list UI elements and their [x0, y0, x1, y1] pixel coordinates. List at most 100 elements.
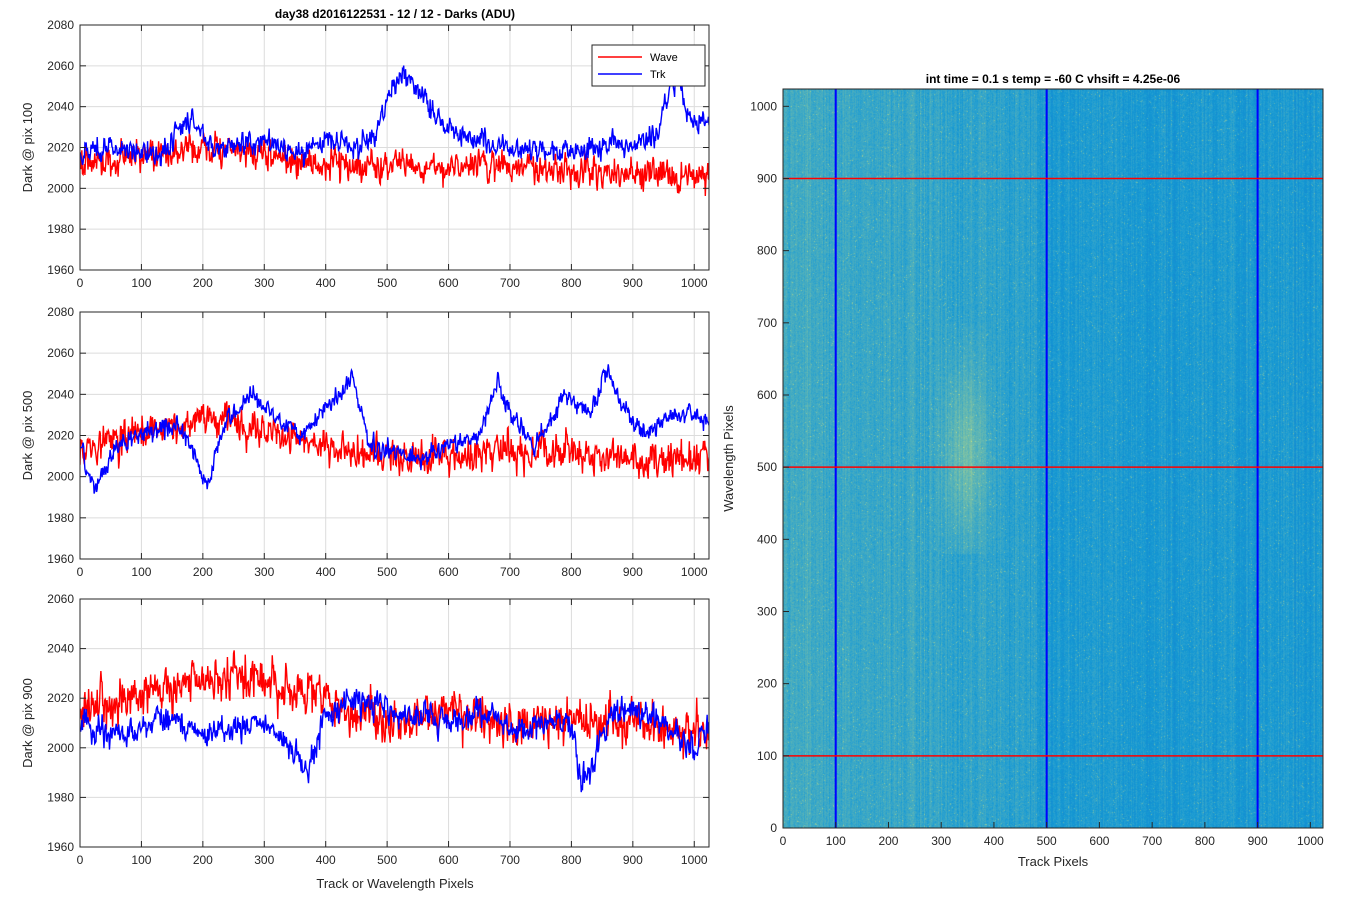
- x-tick-label: 400: [316, 276, 336, 290]
- x-tick-label: 700: [500, 853, 520, 867]
- series-line-trk: [80, 688, 709, 793]
- axes-dark-pix-100: 0 100 200 300 400 500 600 700 800 900 1000 1960 1980…: [20, 18, 710, 290]
- x-tick-label: 500: [1037, 834, 1057, 848]
- x-tick-label: 800: [1195, 834, 1215, 848]
- y-tick-label: 200: [757, 677, 777, 691]
- x-tick-label: 400: [984, 834, 1004, 848]
- y-tick-label: 400: [757, 532, 777, 546]
- axes-box: [79, 598, 710, 848]
- x-tick-label: 1000: [681, 853, 708, 867]
- x-tick-label: 700: [500, 565, 520, 579]
- x-tick-label: 400: [316, 853, 336, 867]
- series-line-wave: [80, 130, 709, 197]
- x-tick-label: 100: [826, 834, 846, 848]
- x-tick-label: 1000: [681, 276, 708, 290]
- y-axis-label: Dark @ pix 900: [20, 678, 35, 768]
- x-tick-label: 800: [561, 276, 581, 290]
- x-tick-label: 900: [623, 853, 643, 867]
- y-tick-label: 1960: [47, 840, 74, 854]
- x-axis-label: Track or Wavelength Pixels: [316, 876, 474, 891]
- series-line-trk: [80, 65, 709, 169]
- y-tick-label: 2020: [47, 691, 74, 705]
- x-tick-label: 200: [193, 565, 213, 579]
- x-tick-label: 800: [561, 565, 581, 579]
- x-tick-label: 200: [193, 276, 213, 290]
- axes-heatmap: int time = 0.1 s temp = -60 C vhsift = 4…: [721, 72, 1324, 869]
- figure-title: day38 d2016122531 - 12 / 12 - Darks (ADU…: [275, 7, 515, 21]
- x-tick-label: 0: [77, 853, 84, 867]
- y-tick-label: 2060: [47, 59, 74, 73]
- x-tick-label: 700: [500, 276, 520, 290]
- y-tick-label: 900: [757, 171, 777, 185]
- y-tick-label: 800: [757, 244, 777, 258]
- x-tick-label: 300: [254, 565, 274, 579]
- y-tick-label: 1980: [47, 511, 74, 525]
- x-tick-label: 700: [1142, 834, 1162, 848]
- x-tick-label: 300: [254, 853, 274, 867]
- x-tick-label: 500: [377, 276, 397, 290]
- heatmap-x-axis-label: Track Pixels: [1018, 854, 1089, 869]
- y-tick-label: 2040: [47, 100, 74, 114]
- y-tick-label: 2040: [47, 387, 74, 401]
- axes-dark-pix-500: 0 100 200 300 400 500 600 700 800 900 1000 1960 1980…: [20, 305, 710, 579]
- y-tick-label: 2080: [47, 305, 74, 319]
- x-tick-label: 200: [878, 834, 898, 848]
- x-tick-label: 900: [1248, 834, 1268, 848]
- y-tick-label: 1000: [750, 99, 777, 113]
- x-tick-label: 0: [77, 276, 84, 290]
- x-tick-label: 900: [623, 565, 643, 579]
- axes-dark-pix-900: 0 100 200 300 400 500 600 700 800 900 1000 1960 1980…: [20, 592, 710, 867]
- x-tick-label: 1000: [1297, 834, 1324, 848]
- y-axis-label: Dark @ pix 100: [20, 103, 35, 193]
- y-tick-label: 1980: [47, 222, 74, 236]
- y-tick-label: 2000: [47, 470, 74, 484]
- y-tick-label: 1960: [47, 263, 74, 277]
- y-tick-label: 500: [757, 460, 777, 474]
- y-tick-label: 300: [757, 604, 777, 618]
- heatmap-y-axis-label: Wavelength Pixels: [721, 405, 736, 512]
- x-tick-label: 100: [131, 276, 151, 290]
- y-tick-label: 2020: [47, 141, 74, 155]
- y-tick-label: 2020: [47, 429, 74, 443]
- x-tick-label: 500: [377, 565, 397, 579]
- x-tick-label: 100: [131, 853, 151, 867]
- y-tick-label: 2080: [47, 18, 74, 32]
- series-line-trk: [80, 364, 709, 494]
- x-tick-label: 200: [193, 853, 213, 867]
- y-tick-label: 100: [757, 749, 777, 763]
- x-tick-label: 900: [623, 276, 643, 290]
- x-tick-label: 0: [780, 834, 787, 848]
- y-tick-label: 2060: [47, 346, 74, 360]
- y-tick-label: 2040: [47, 642, 74, 656]
- x-tick-label: 600: [439, 276, 459, 290]
- y-tick-label: 0: [770, 821, 777, 835]
- x-tick-label: 100: [131, 565, 151, 579]
- y-tick-label: 1960: [47, 552, 74, 566]
- y-tick-label: 1980: [47, 790, 74, 804]
- legend-label-trk: Trk: [650, 69, 666, 81]
- heatmap-image-container: [783, 89, 1323, 828]
- x-tick-label: 1000: [681, 565, 708, 579]
- x-tick-label: 300: [931, 834, 951, 848]
- legend-label-wave: Wave: [650, 52, 678, 64]
- y-tick-label: 700: [757, 316, 777, 330]
- legend-box: [591, 44, 706, 87]
- y-tick-label: 2000: [47, 741, 74, 755]
- x-tick-label: 600: [1089, 834, 1109, 848]
- y-axis-label: Dark @ pix 500: [20, 391, 35, 481]
- x-tick-label: 600: [439, 565, 459, 579]
- x-tick-label: 300: [254, 276, 274, 290]
- x-tick-label: 0: [77, 565, 84, 579]
- x-tick-label: 600: [439, 853, 459, 867]
- series-line-wave: [80, 650, 709, 760]
- y-tick-label: 2060: [47, 592, 74, 606]
- y-tick-label: 600: [757, 388, 777, 402]
- x-tick-label: 800: [561, 853, 581, 867]
- x-tick-label: 500: [377, 853, 397, 867]
- heatmap-title: int time = 0.1 s temp = -60 C vhsift = 4…: [926, 72, 1181, 86]
- x-tick-label: 400: [316, 565, 336, 579]
- y-tick-label: 2000: [47, 181, 74, 195]
- heatmap-axes-box: [782, 88, 1324, 829]
- heatmap-image: [783, 89, 1323, 828]
